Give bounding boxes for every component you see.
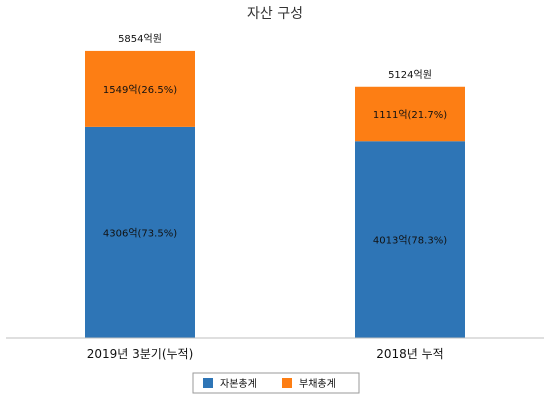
legend-label-equity: 자본총계 [220,378,257,390]
legend-box [192,372,360,394]
category-label: 2019년 3분기(누적) [87,347,194,361]
bar-segment-liabilities [85,50,195,127]
segment-value-label: 1549억(26.5%) [103,84,177,96]
segment-value-label: 4306억(73.5%) [103,227,177,239]
legend: 자본총계 부채총계 [203,378,336,390]
bar-segment-liabilities [355,86,465,142]
total-value-label: 5854억원 [118,33,162,45]
segment-value-label: 1111억(21.7%) [373,109,447,121]
legend-swatch-equity [203,378,213,388]
total-value-label: 5124억원 [388,69,432,81]
bar-segment-equity [355,141,465,338]
legend-label-liabilities: 부채총계 [299,378,336,390]
bars-layer: 4306억(73.5%) 1549억(26.5%) 5854억원 4013억(78.3… [85,33,465,338]
chart-title: 자산 구성 [247,6,303,22]
bar-segment-equity [85,126,195,338]
category-labels: 2019년 3분기(누적) 2018년 누적 [87,347,444,361]
legend-swatch-liabilities [282,378,292,388]
segment-value-label: 4013억(78.3%) [373,235,447,247]
category-label: 2018년 누적 [376,347,443,361]
